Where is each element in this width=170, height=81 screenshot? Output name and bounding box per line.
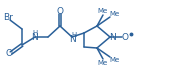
Text: N: N	[70, 35, 76, 43]
Text: N: N	[32, 32, 38, 41]
Text: Me: Me	[97, 8, 107, 14]
Text: H: H	[71, 32, 77, 38]
Text: O: O	[56, 6, 64, 15]
Text: Me: Me	[97, 60, 107, 66]
Text: Me: Me	[109, 57, 119, 63]
Text: H: H	[32, 30, 38, 36]
Text: O: O	[122, 32, 129, 41]
Text: O: O	[5, 49, 13, 58]
Text: N: N	[109, 32, 115, 41]
Text: Me: Me	[109, 11, 119, 17]
Text: Br: Br	[3, 12, 13, 21]
